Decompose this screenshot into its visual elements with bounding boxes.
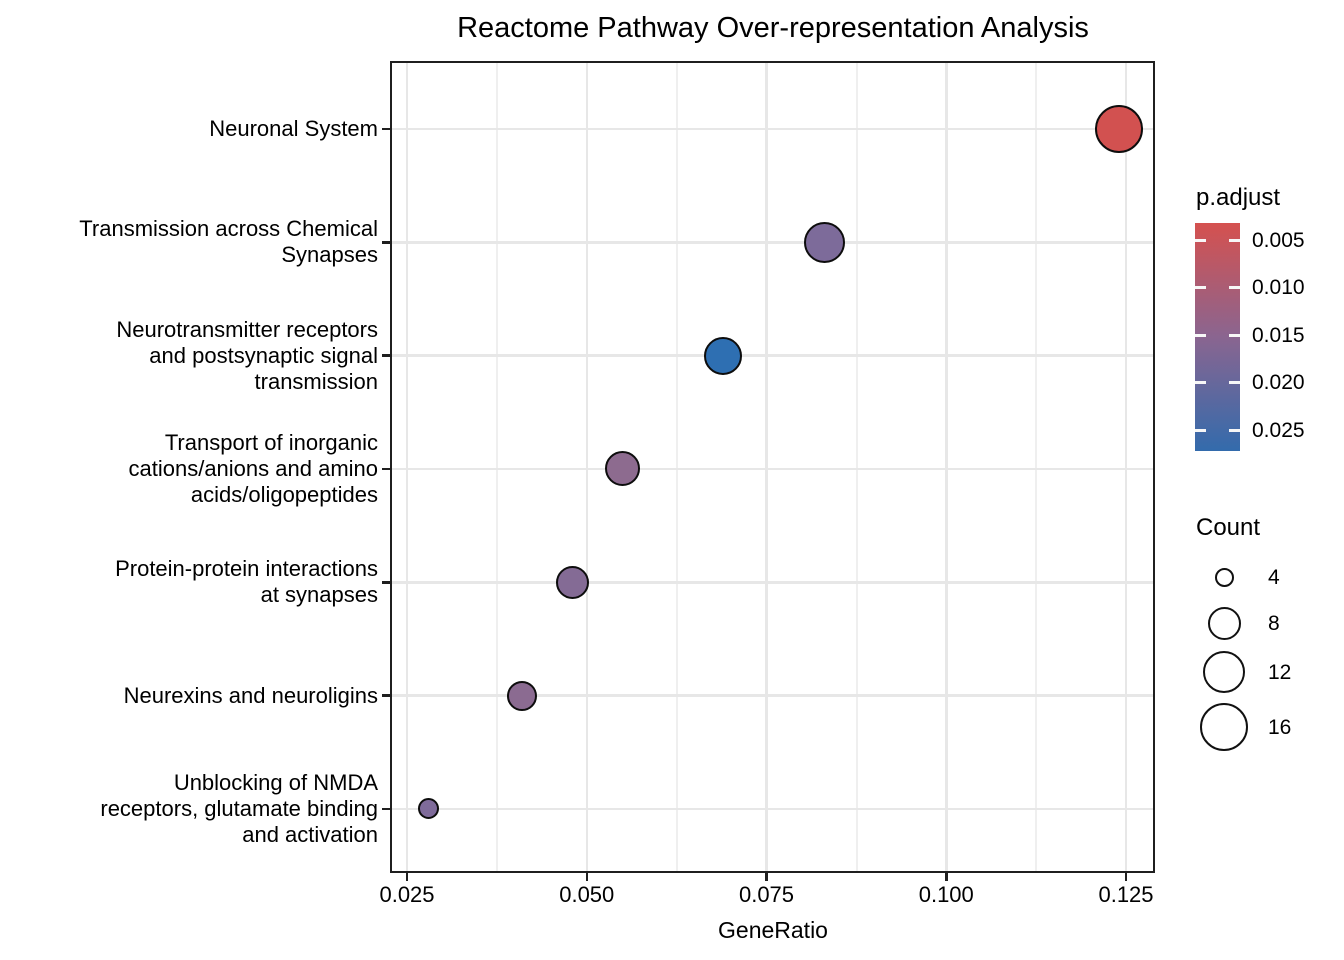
y-axis-label: Neuronal System <box>0 74 378 184</box>
y-axis-label-line: Transport of inorganic <box>164 430 378 456</box>
colorbar-tick <box>1229 381 1240 385</box>
colorbar-tick-label: 0.020 <box>1252 371 1305 395</box>
data-point-7 <box>418 798 440 820</box>
colorbar-tick <box>1195 238 1206 242</box>
y-axis-tick <box>382 127 390 131</box>
y-axis-label: Protein-protein interactions at synapses <box>0 527 378 637</box>
gridline-y-major <box>392 354 1153 357</box>
data-point-2 <box>803 221 845 263</box>
x-axis-tick <box>945 873 948 881</box>
gridline-y-major <box>392 581 1153 584</box>
x-axis-tick-label: 0.025 <box>379 882 435 907</box>
y-axis-label-line: and postsynaptic signal <box>149 342 378 368</box>
gridline-y-major <box>392 127 1153 131</box>
gridline-x-major <box>765 63 768 871</box>
y-axis-label: Transport of inorganic cations/anions and… <box>0 414 379 524</box>
gridline-x-minor <box>496 63 498 871</box>
count-legend-circle <box>1207 606 1241 640</box>
data-point-4 <box>605 451 641 487</box>
plot-panel <box>390 61 1155 873</box>
y-axis-label: Neurotransmitter receptors and postsynapt… <box>0 301 378 411</box>
data-point-6 <box>507 680 538 711</box>
x-axis-tick <box>585 873 588 881</box>
y-axis-label-line: receptors, glutamate binding <box>100 795 378 821</box>
gridline-x-major <box>585 63 588 871</box>
gridline-x-major <box>945 63 948 871</box>
y-axis-label-line: Neuronal System <box>209 116 378 142</box>
y-axis-tick <box>382 581 390 584</box>
count-legend-circle <box>1200 703 1248 751</box>
y-axis-label: Transmission across Chemical Synapses <box>0 187 378 297</box>
y-axis-label: Unblocking of NMDA receptors, glutamate b… <box>0 754 378 864</box>
y-axis-label-line: and activation <box>242 821 378 847</box>
colorbar-tick <box>1229 286 1240 290</box>
y-axis-tick <box>382 354 390 357</box>
count-legend-label: 4 <box>1268 565 1280 589</box>
y-axis-label-line: Unblocking of NMDA <box>173 770 378 796</box>
gridline-y-major <box>392 807 1153 811</box>
gridline-x-major <box>1124 63 1128 871</box>
x-axis-tick-label: 0.050 <box>559 882 615 907</box>
y-axis-label-line: acids/oligopeptides <box>190 481 378 507</box>
x-axis-tick <box>1124 873 1128 881</box>
count-legend-circle <box>1214 567 1234 587</box>
colorbar-tick <box>1229 238 1240 242</box>
chart-title: Reactome Pathway Over-representation Ana… <box>457 12 1089 44</box>
y-axis-label-line: transmission <box>254 368 378 394</box>
colorbar-tick-label: 0.005 <box>1252 228 1305 252</box>
x-axis-tick-label: 0.125 <box>1098 882 1154 907</box>
y-axis-tick <box>382 694 390 697</box>
data-point-1 <box>1094 105 1143 153</box>
y-axis-label-line: Transmission across Chemical <box>79 216 378 242</box>
x-axis-tick <box>765 873 768 881</box>
y-axis-tick <box>382 241 390 244</box>
gridline-x-minor <box>855 63 858 871</box>
colorbar-tick <box>1195 333 1206 337</box>
x-axis-tick-label: 0.100 <box>918 882 974 907</box>
padjust-colorbar <box>1195 223 1240 451</box>
y-axis-tick <box>382 807 390 811</box>
gridline-y-major <box>392 467 1153 471</box>
colorbar-tick-label: 0.025 <box>1252 418 1305 442</box>
y-axis-label-line: Neurexins and neuroligins <box>123 682 378 708</box>
y-axis-label-line: Synapses <box>281 242 378 268</box>
colorbar-tick <box>1229 333 1240 337</box>
y-axis-label-line: Protein-protein interactions <box>115 556 378 582</box>
data-point-5 <box>555 565 589 599</box>
colorbar-tick <box>1229 428 1240 432</box>
x-axis-title: GeneRatio <box>718 917 828 943</box>
count-legend-label: 12 <box>1268 660 1292 684</box>
y-axis-label: Neurexins and neuroligins <box>0 641 378 751</box>
legend-padjust-title: p.adjust <box>1196 184 1281 211</box>
y-axis-label-line: Neurotransmitter receptors <box>116 316 378 342</box>
x-axis-tick-label: 0.075 <box>738 882 795 907</box>
y-axis-tick <box>382 467 390 471</box>
count-legend-label: 16 <box>1268 715 1292 739</box>
gridline-x-minor <box>675 63 678 871</box>
colorbar-tick-label: 0.010 <box>1252 276 1305 300</box>
legend-count-title: Count <box>1196 514 1261 541</box>
y-axis-label-line: cations/anions and amino <box>128 456 379 481</box>
gridline-x-minor <box>1035 63 1038 871</box>
count-legend-circle <box>1203 651 1245 693</box>
gridline-y-major <box>392 694 1153 697</box>
y-axis-label-line: at synapses <box>260 582 378 608</box>
colorbar-tick <box>1195 428 1206 432</box>
gridline-y-major <box>392 241 1153 244</box>
colorbar-tick <box>1195 286 1206 290</box>
count-legend-label: 8 <box>1268 611 1280 635</box>
x-axis-tick <box>405 873 409 881</box>
gridline-x-major <box>405 63 409 871</box>
colorbar-tick <box>1195 381 1206 385</box>
data-point-3 <box>704 336 743 375</box>
colorbar-tick-label: 0.015 <box>1252 323 1305 347</box>
